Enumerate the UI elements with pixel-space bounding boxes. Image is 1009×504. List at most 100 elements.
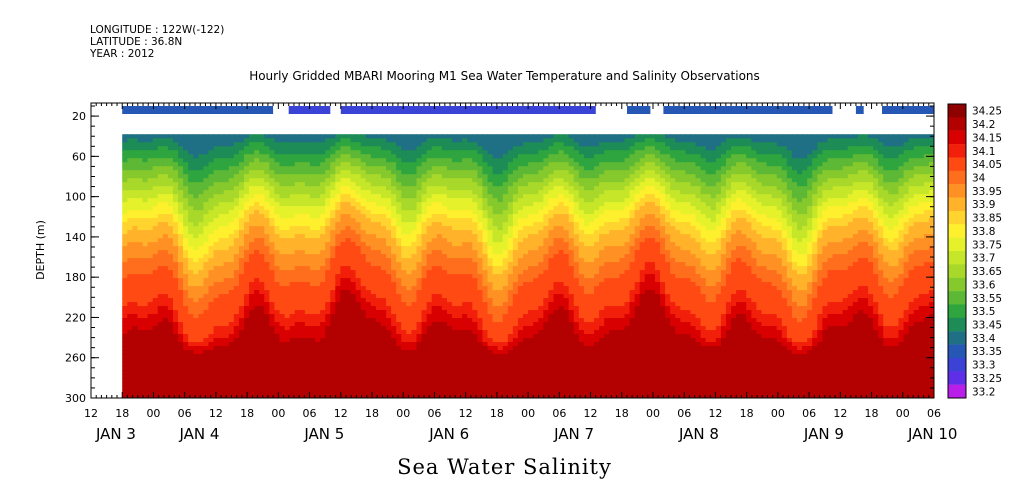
field-cell [132,378,139,383]
field-cell [375,182,382,187]
field-cell [370,342,377,347]
field-cell [396,194,402,199]
field-cell [254,154,260,159]
field-cell [233,318,240,323]
field-cell [304,206,311,211]
field-cell [137,158,144,163]
field-cell [218,134,225,139]
field-cell [350,190,357,195]
field-cell [132,182,139,187]
field-cell [289,142,296,147]
field-cell [452,330,458,335]
field-cell [274,338,281,343]
field-cell [370,282,377,287]
field-cell [502,302,509,307]
field-cell [193,202,199,207]
field-cell [167,358,174,363]
field-cell [238,246,245,251]
field-cell [218,286,225,291]
field-cell [315,186,321,191]
field-cell [228,146,235,151]
field-cell [380,146,387,151]
field-cell [375,190,382,195]
field-cell [213,374,220,379]
field-cell [122,282,128,287]
field-cell [426,210,433,215]
field-cell [487,314,494,319]
field-cell [284,286,291,291]
field-cell [152,362,159,367]
field-cell [238,266,245,271]
field-cell [462,146,468,151]
field-cell [340,270,347,275]
field-cell [233,198,240,203]
field-cell [294,314,301,319]
field-cell [264,262,270,267]
field-cell [315,218,321,223]
field-cell [370,142,377,147]
field-cell [142,334,149,339]
field-cell [183,278,189,283]
field-cell [467,262,473,267]
field-cell [340,286,347,291]
field-cell [431,346,438,351]
field-cell [233,266,240,271]
field-cell [457,302,463,307]
field-cell [188,174,194,179]
field-cell [497,294,504,299]
field-cell [396,258,402,263]
field-cell [426,286,433,291]
field-cell [330,234,336,239]
field-cell [380,186,387,191]
field-cell [421,306,428,311]
field-cell [386,206,392,211]
field-cell [482,198,489,203]
field-cell [127,182,133,187]
field-cell [178,322,184,327]
field-cell [457,154,463,159]
field-cell [340,134,347,139]
field-cell [315,310,321,315]
field-cell [477,154,484,159]
field-cell [284,306,291,311]
field-cell [396,370,402,375]
field-cell [452,230,458,235]
field-cell [157,362,164,367]
field-cell [279,298,286,303]
field-cell [355,210,362,215]
field-cell [122,194,128,199]
field-cell [284,134,291,139]
field-cell [304,390,311,395]
field-cell [335,314,341,319]
field-cell [320,318,326,323]
field-cell [441,154,448,159]
field-cell [243,294,250,299]
field-cell [386,166,392,171]
field-cell [421,242,428,247]
field-cell [320,178,326,183]
field-cell [218,138,225,143]
field-cell [472,342,478,347]
field-cell [487,214,494,219]
field-cell [269,242,276,247]
field-cell [380,314,387,319]
field-cell [375,366,382,371]
field-cell [304,282,311,287]
field-cell [416,318,423,323]
field-cell [294,138,301,143]
field-cell [452,166,458,171]
field-cell [249,326,255,331]
field-cell [396,314,402,319]
field-cell [487,138,494,143]
field-cell [401,278,407,283]
field-cell [264,282,270,287]
field-cell [183,194,189,199]
field-cell [178,274,184,279]
field-cell [330,262,336,267]
field-cell [426,326,433,331]
field-cell [137,234,144,239]
field-cell [208,386,215,391]
field-cell [320,286,326,291]
field-cell [198,318,204,323]
field-cell [370,382,377,387]
